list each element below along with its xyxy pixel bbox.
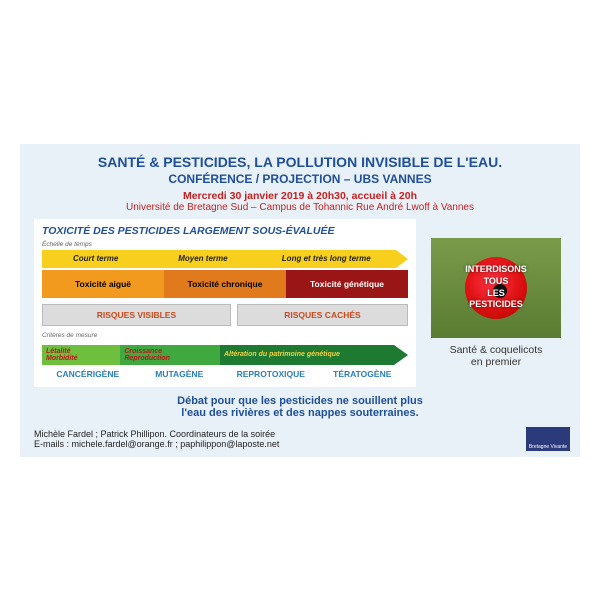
category-label: REPROTOXIQUE — [225, 369, 317, 379]
arrow-head-icon — [396, 250, 408, 268]
axis-top-label: Échelle de temps — [42, 241, 408, 248]
coordinators: Michèle Fardel ; Patrick Phillipon. Coor… — [34, 429, 566, 439]
category-labels: CANCÉRIGÈNEMUTAGÈNEREPROTOXIQUETÉRATOGÈN… — [42, 369, 408, 379]
toxicity-row: Toxicité aiguëToxicité chroniqueToxicité… — [42, 270, 408, 298]
overlay-line: TOUS — [484, 276, 509, 288]
category-label: MUTAGÈNE — [134, 369, 226, 379]
toxicity-chart: TOXICITÉ DES PESTICIDES LARGEMENT SOUS-É… — [34, 219, 416, 387]
overlay-line: LES — [487, 288, 505, 300]
risk-box: RISQUES CACHÉS — [237, 304, 408, 326]
debate-line-1: Débat pour que les pesticides ne souille… — [34, 395, 566, 407]
criteria-bar: LétalitéMorbiditéCroissanceReproductionA… — [42, 345, 394, 365]
caption-line-2: en premier — [450, 356, 543, 368]
category-label: CANCÉRIGÈNE — [42, 369, 134, 379]
toxicity-cell: Toxicité génétique — [286, 270, 408, 298]
venue: Université de Bretagne Sud – Campus de T… — [34, 202, 566, 213]
subtitle: CONFÉRENCE / PROJECTION – UBS VANNES — [34, 172, 566, 186]
caption-line-1: Santé & coquelicots — [450, 344, 543, 356]
event-date: Mercredi 30 janvier 2019 à 20h30, accuei… — [34, 190, 566, 202]
toxicity-cell: Toxicité aiguë — [42, 270, 164, 298]
axis-mid-label: Critères de mesure — [42, 332, 408, 339]
time-segment: Long et très long terme — [257, 250, 396, 268]
criteria-arrow: LétalitéMorbiditéCroissanceReproductionA… — [42, 345, 408, 365]
toxicity-cell: Toxicité chronique — [164, 270, 286, 298]
overlay-line: PESTICIDES — [469, 299, 523, 311]
time-segment: Court terme — [42, 250, 149, 268]
title: SANTÉ & PESTICIDES, LA POLLUTION INVISIB… — [34, 154, 566, 170]
debate-line-2: l'eau des rivières et des nappes souterr… — [34, 407, 566, 419]
poppy-photo: INTERDISONSTOUSLESPESTICIDES — [431, 238, 561, 338]
emails: E-mails : michele.fardel@orange.fr ; pap… — [34, 439, 566, 449]
arrow-head-icon — [394, 345, 408, 365]
overlay-line: INTERDISONS — [465, 264, 527, 276]
criteria-segment: CroissanceReproduction — [120, 345, 220, 365]
footer: Michèle Fardel ; Patrick Phillipon. Coor… — [34, 429, 566, 449]
poster: SANTÉ & PESTICIDES, LA POLLUTION INVISIB… — [20, 144, 580, 457]
time-segment: Moyen terme — [149, 250, 256, 268]
criteria-segment: LétalitéMorbidité — [42, 345, 120, 365]
time-arrow: Court termeMoyen termeLong et très long … — [42, 250, 408, 268]
criteria-segment: Altération du patrimoine génétique — [220, 345, 394, 365]
sidebar: INTERDISONSTOUSLESPESTICIDES Santé & coq… — [426, 219, 566, 387]
photo-caption: Santé & coquelicots en premier — [450, 344, 543, 368]
main-content: TOXICITÉ DES PESTICIDES LARGEMENT SOUS-É… — [34, 219, 566, 387]
category-label: TÉRATOGÈNE — [317, 369, 409, 379]
risk-box: RISQUES VISIBLES — [42, 304, 231, 326]
bretagne-vivante-logo: Bretagne Vivante — [526, 427, 570, 451]
photo-overlay: INTERDISONSTOUSLESPESTICIDES — [431, 238, 561, 338]
debate-text: Débat pour que les pesticides ne souille… — [34, 395, 566, 419]
logo-text: Bretagne Vivante — [529, 444, 567, 450]
risk-row: RISQUES VISIBLES RISQUES CACHÉS — [42, 304, 408, 326]
chart-title: TOXICITÉ DES PESTICIDES LARGEMENT SOUS-É… — [42, 225, 408, 237]
